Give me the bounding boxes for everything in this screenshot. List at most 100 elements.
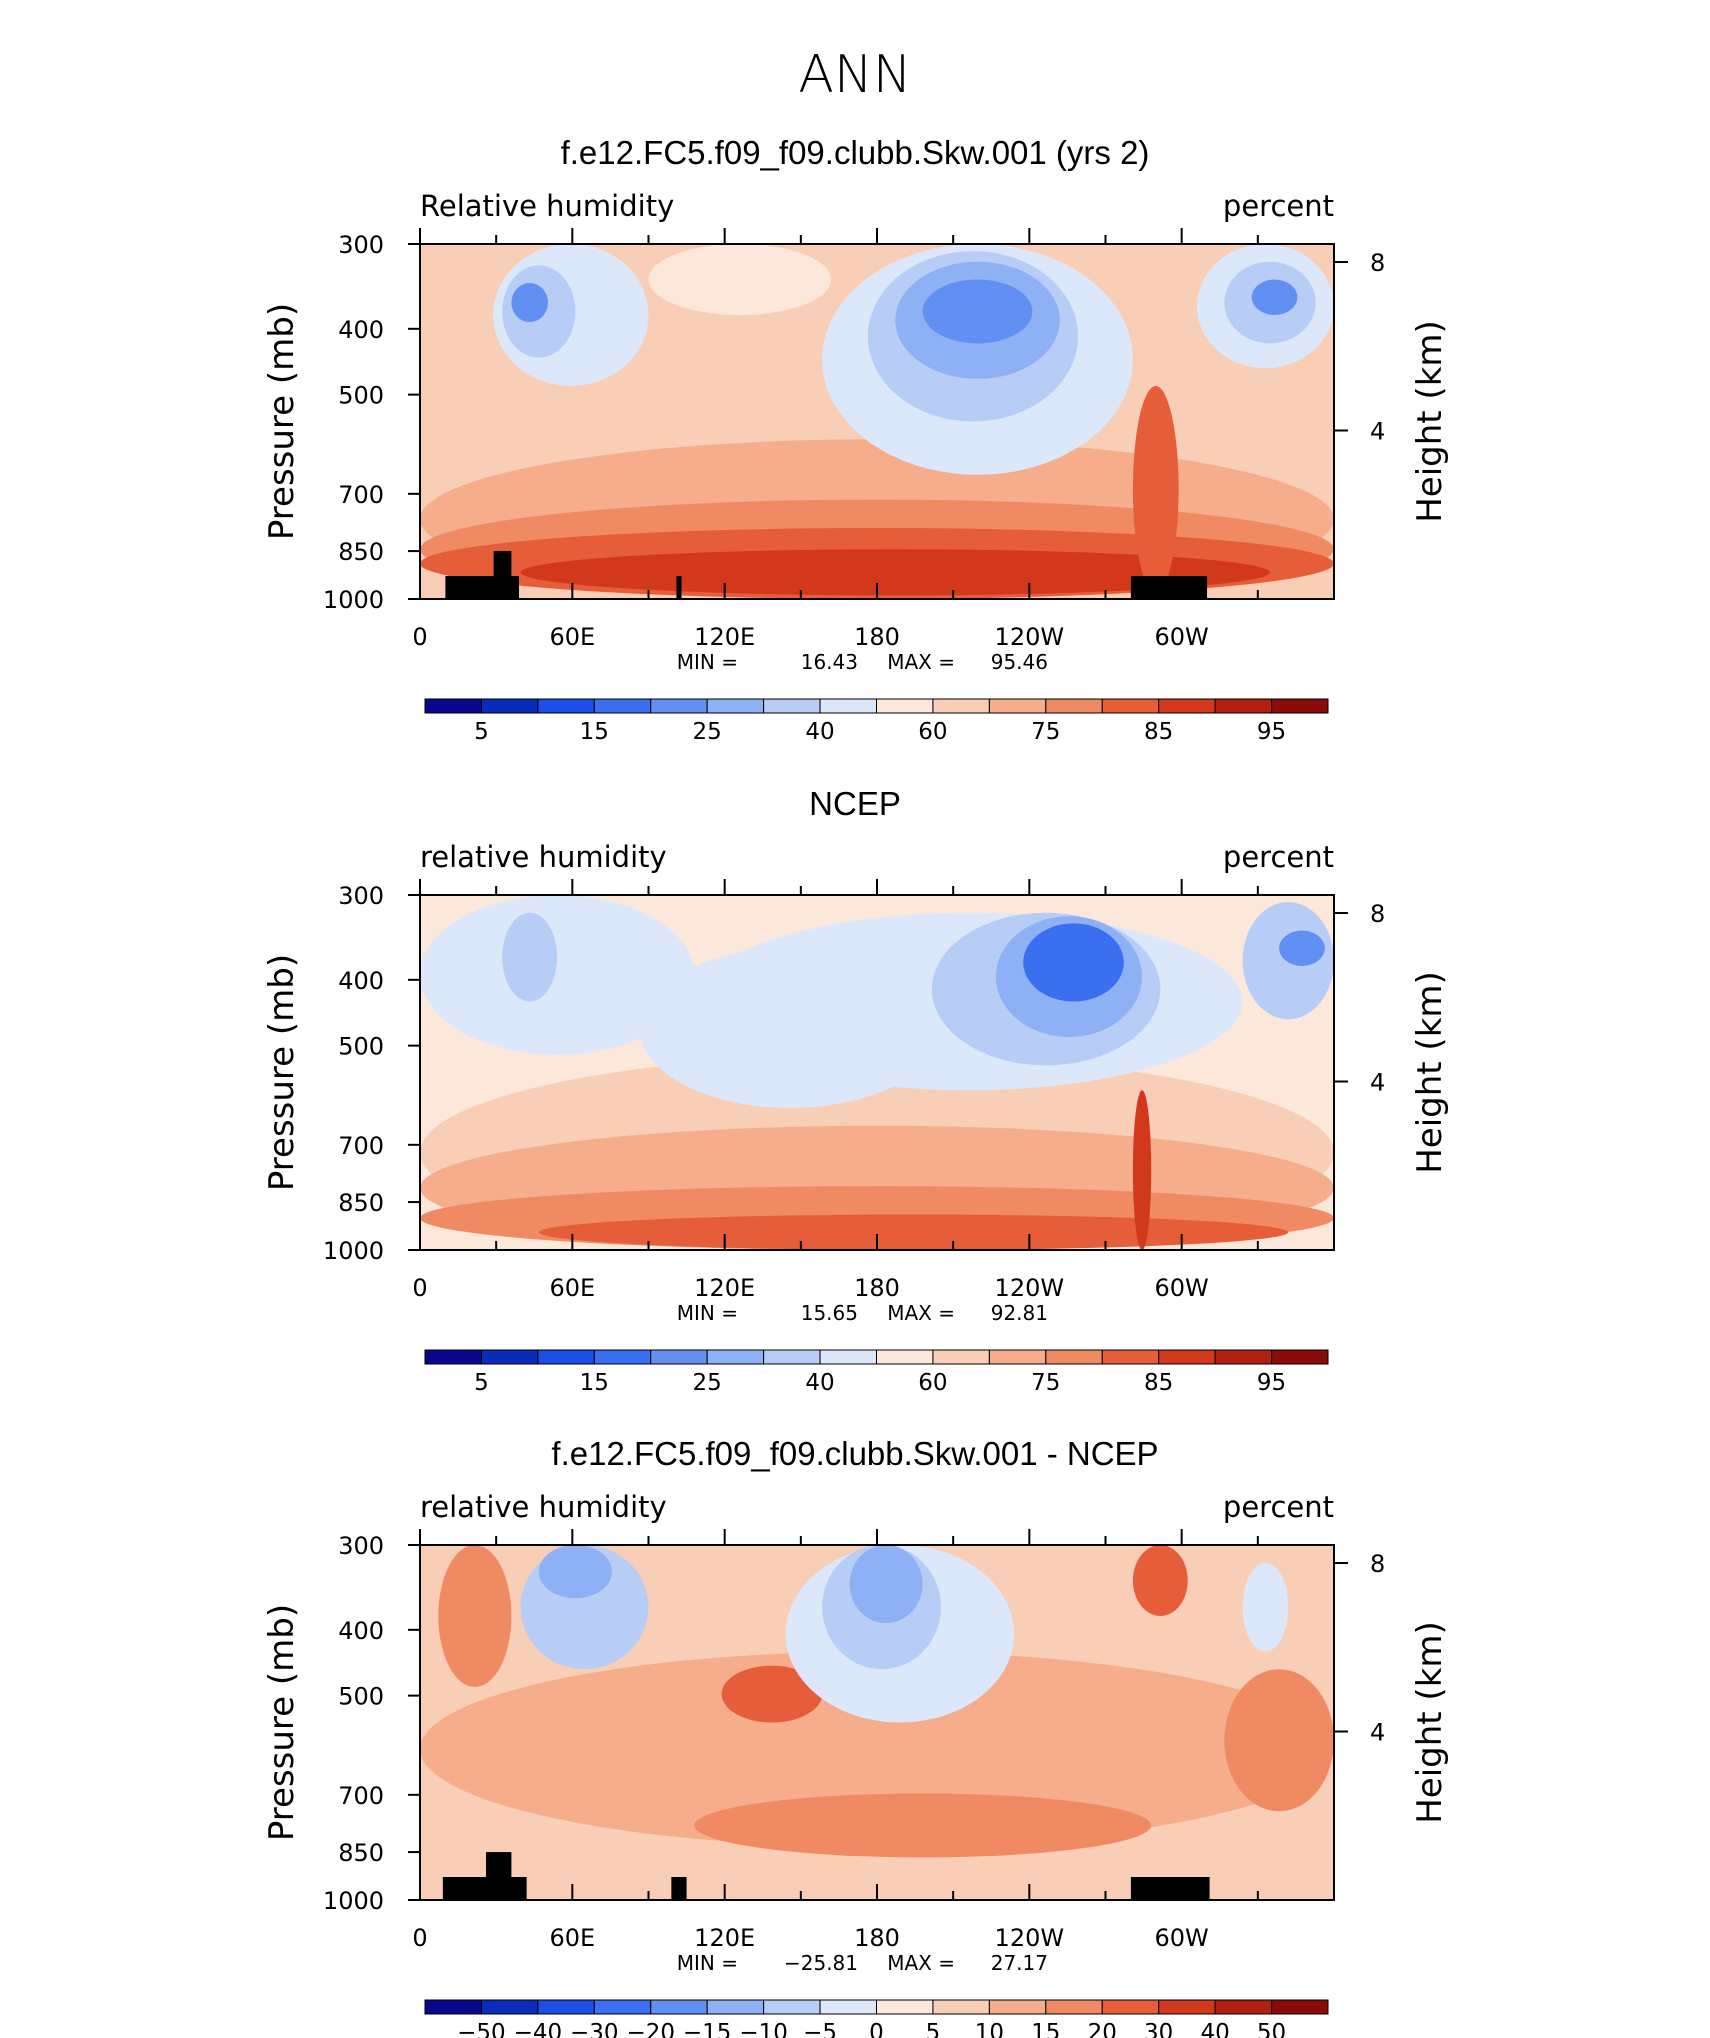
min-value: 16.43 bbox=[801, 650, 858, 674]
topography-mask bbox=[1130, 1877, 1210, 1900]
colorbar-label: −10 bbox=[739, 2020, 788, 2038]
y-tick-label: 500 bbox=[338, 1033, 384, 1061]
y-tick-label: 700 bbox=[338, 481, 384, 509]
y-axis-title: Pressure (mb) bbox=[262, 303, 302, 540]
colorbar-segment bbox=[706, 698, 765, 714]
colorbar-label: 15 bbox=[1031, 2020, 1060, 2038]
colorbar-label: −15 bbox=[683, 2020, 732, 2038]
x-tick-label: 180 bbox=[854, 1924, 900, 1952]
y-tick-label: 400 bbox=[338, 1617, 384, 1645]
colorbar-segment bbox=[1158, 1349, 1216, 1365]
colorbar-label: −50 bbox=[457, 2020, 506, 2038]
x-tick-label: 180 bbox=[854, 1274, 900, 1302]
colorbar-segment bbox=[706, 1349, 765, 1365]
colorbar-segment bbox=[819, 698, 877, 714]
right-tick-label: 8 bbox=[1370, 249, 1385, 277]
right-tick-label: 4 bbox=[1370, 1719, 1385, 1747]
colorbar-segment bbox=[424, 698, 482, 714]
y-tick-label: 400 bbox=[338, 316, 384, 344]
colorbar-label: 75 bbox=[1031, 1370, 1060, 1396]
contour-fill bbox=[538, 1545, 612, 1599]
min-label: MIN = bbox=[677, 1951, 738, 1975]
colorbar-segment bbox=[1045, 1349, 1103, 1365]
max-value: 95.46 bbox=[991, 650, 1048, 674]
x-tick-label: 60W bbox=[1155, 1274, 1209, 1302]
y-tick-label: 400 bbox=[338, 967, 384, 995]
colorbar-segment bbox=[480, 698, 539, 714]
colorbar-label: 85 bbox=[1144, 1370, 1173, 1396]
x-tick-label: 120W bbox=[995, 623, 1065, 651]
min-label: MIN = bbox=[677, 1301, 738, 1325]
contour-fill bbox=[420, 1651, 1334, 1847]
colorbar-segment bbox=[1271, 698, 1329, 714]
colorbar-segment bbox=[593, 1999, 652, 2015]
colorbar-label: −20 bbox=[626, 2020, 675, 2038]
colorbar-segment bbox=[1214, 698, 1273, 714]
topography-mask bbox=[1130, 576, 1208, 599]
colorbar-label: 5 bbox=[474, 719, 489, 745]
colorbar-segment bbox=[932, 698, 990, 714]
colorbar-segment bbox=[763, 1999, 821, 2015]
units-label: percent bbox=[1223, 189, 1334, 223]
max-label: MAX = bbox=[887, 1951, 955, 1975]
colorbar-label: 95 bbox=[1257, 1370, 1286, 1396]
y-axis-title-right: Height (km) bbox=[1410, 320, 1450, 523]
y-axis-title-right: Height (km) bbox=[1410, 971, 1450, 1174]
min-value: −25.81 bbox=[784, 1951, 858, 1975]
colorbar-label: 30 bbox=[1144, 2020, 1173, 2038]
x-tick-label: 120W bbox=[995, 1274, 1065, 1302]
colorbar-segment bbox=[650, 698, 708, 714]
colorbar-segment bbox=[932, 1349, 990, 1365]
x-tick-label: 120E bbox=[694, 1274, 755, 1302]
colorbar-segment bbox=[1214, 1999, 1273, 2015]
y-tick-label: 300 bbox=[338, 1532, 384, 1560]
x-tick-label: 0 bbox=[412, 1274, 427, 1302]
colorbar-label: 85 bbox=[1144, 719, 1173, 745]
colorbar-segment bbox=[988, 1999, 1047, 2015]
x-tick-label: 0 bbox=[412, 623, 427, 651]
contour-field bbox=[420, 244, 1334, 599]
colorbar-label: −30 bbox=[570, 2020, 619, 2038]
colorbar-segment bbox=[650, 1349, 708, 1365]
y-tick-label: 850 bbox=[338, 538, 384, 566]
colorbar-segment bbox=[537, 1999, 595, 2015]
min-value: 15.65 bbox=[801, 1301, 858, 1325]
contour-fill bbox=[1132, 386, 1179, 592]
colorbar-segment bbox=[1045, 1999, 1103, 2015]
x-tick-label: 180 bbox=[854, 623, 900, 651]
contour-fill bbox=[721, 1665, 823, 1723]
colorbar-label: 20 bbox=[1088, 2020, 1117, 2038]
variable-label: relative humidity bbox=[420, 1490, 667, 1524]
topography-mask bbox=[671, 1877, 687, 1900]
colorbar-segment bbox=[1101, 1999, 1160, 2015]
contour-fill bbox=[648, 244, 832, 315]
y-tick-label: 700 bbox=[338, 1132, 384, 1160]
contour-fill bbox=[520, 549, 1271, 596]
contour-fill bbox=[1279, 930, 1325, 966]
topography-mask bbox=[493, 551, 512, 577]
colorbar-segment bbox=[1158, 698, 1216, 714]
colorbar-segment bbox=[537, 1349, 595, 1365]
colorbar-segment bbox=[1101, 698, 1160, 714]
y-tick-label: 1000 bbox=[323, 586, 384, 614]
max-label: MAX = bbox=[887, 1301, 955, 1325]
x-tick-label: 60W bbox=[1155, 1924, 1209, 1952]
colorbar-segment bbox=[1158, 1999, 1216, 2015]
colorbar-label: 60 bbox=[918, 1370, 947, 1396]
colorbar-segment bbox=[1271, 1349, 1329, 1365]
x-tick-label: 120W bbox=[995, 1924, 1065, 1952]
contour-fill bbox=[1132, 1545, 1188, 1616]
colorbar-label: 95 bbox=[1257, 719, 1286, 745]
colorbar-segment bbox=[593, 698, 652, 714]
colorbar-label: 5 bbox=[926, 2020, 941, 2038]
contour-fill bbox=[438, 1545, 512, 1687]
y-tick-label: 1000 bbox=[323, 1887, 384, 1915]
contour-fill bbox=[849, 1545, 923, 1624]
colorbar-label: 40 bbox=[1200, 2020, 1229, 2038]
y-axis-title-right: Height (km) bbox=[1410, 1621, 1450, 1824]
colorbar-segment bbox=[932, 1999, 990, 2015]
colorbar-label: −40 bbox=[514, 2020, 563, 2038]
x-tick-label: 120E bbox=[694, 1924, 755, 1952]
